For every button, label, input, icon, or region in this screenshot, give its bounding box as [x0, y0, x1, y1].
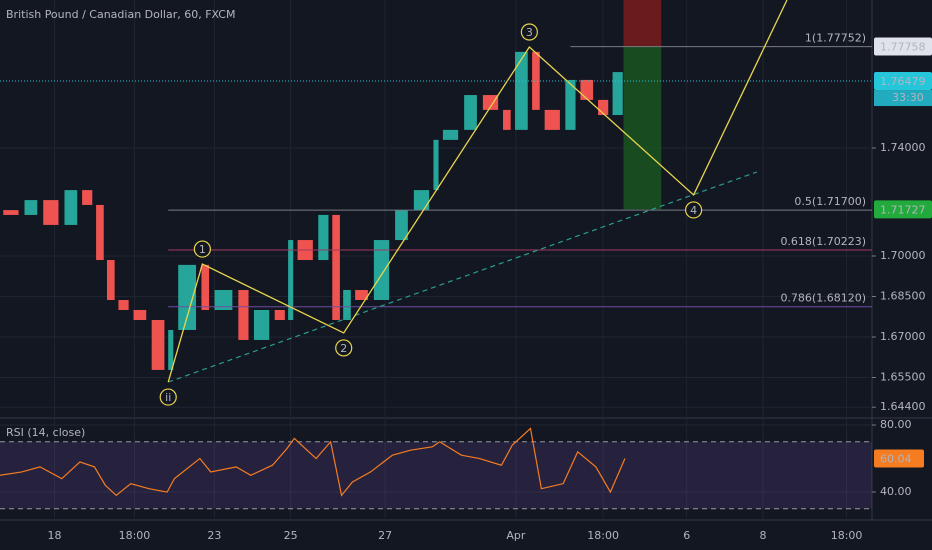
rsi-line — [0, 427, 626, 497]
candle — [544, 109, 560, 130]
y-tick-label: 1.65500 — [880, 370, 926, 383]
price-label: 1.77758 — [880, 40, 926, 53]
fib-label: 0.786(1.68120) — [780, 292, 866, 305]
candle — [355, 290, 368, 300]
candle — [373, 240, 390, 300]
wave-label: 2 — [340, 342, 347, 355]
x-tick-label: 6 — [683, 529, 690, 542]
x-tick-label: 18:00 — [831, 529, 863, 542]
last-value-label: 60.04 — [880, 452, 912, 465]
candle — [151, 319, 165, 370]
candle — [288, 240, 294, 320]
x-tick-label: 25 — [284, 529, 298, 542]
wave-marker — [159, 388, 177, 406]
candle — [503, 109, 511, 130]
y-tick-label: 1.70000 — [880, 249, 926, 262]
candle — [433, 139, 439, 191]
y-tick-label: 40.00 — [880, 485, 912, 498]
candle — [96, 204, 104, 261]
candle — [178, 264, 197, 330]
candle — [238, 290, 249, 340]
candle — [82, 190, 93, 205]
fib-label: 0.618(1.70223) — [780, 235, 866, 248]
candle — [318, 214, 329, 261]
last-value-bg — [874, 449, 924, 468]
x-tick-label: 18:00 — [119, 529, 151, 542]
candle — [442, 129, 459, 140]
countdown-bg — [874, 90, 932, 107]
candle — [168, 329, 174, 370]
wave-marker — [335, 339, 353, 357]
candle — [343, 290, 351, 320]
y-tick-label: 80.00 — [880, 418, 912, 431]
x-tick-label: 18 — [48, 529, 62, 542]
candle — [395, 210, 408, 241]
y-tick-label: 1.74000 — [880, 141, 926, 154]
y-tick-label: 1.68500 — [880, 289, 926, 302]
x-tick-label: 27 — [378, 529, 392, 542]
price-label-bg — [874, 72, 932, 91]
candle — [515, 51, 528, 130]
candle — [598, 99, 609, 116]
price-label: 1.76479 — [880, 75, 926, 88]
wave-label: 3 — [526, 26, 533, 39]
wave-marker — [193, 240, 211, 258]
candle — [332, 214, 340, 320]
y-tick-label: 1.64400 — [880, 400, 926, 413]
candle — [482, 95, 499, 110]
fib-label: 1(1.77752) — [805, 32, 866, 45]
chart-title: British Pound / Canadian Dollar, 60, FXC… — [6, 8, 235, 21]
candle — [118, 299, 129, 310]
candle — [133, 309, 147, 320]
candle — [274, 309, 285, 320]
wave-marker — [685, 201, 703, 219]
wave-marker — [520, 23, 538, 41]
candle — [413, 190, 430, 211]
indicator-title: RSI (14, close) — [6, 426, 85, 439]
position-profit — [623, 46, 662, 210]
candle — [201, 264, 210, 310]
candle — [565, 79, 576, 130]
candle — [612, 72, 623, 116]
fib-label: 0.5(1.71700) — [794, 195, 866, 208]
position-loss — [623, 0, 662, 47]
price-label-bg — [874, 37, 932, 56]
candle — [214, 290, 233, 310]
x-tick-label: 23 — [207, 529, 221, 542]
countdown: 33:30 — [892, 91, 924, 104]
x-tick-label: Apr — [506, 529, 526, 542]
candle — [24, 200, 38, 215]
y-tick-label: 1.67000 — [880, 330, 926, 343]
candle — [532, 51, 540, 110]
candle — [43, 200, 59, 225]
candle — [580, 79, 594, 100]
x-tick-label: 18:00 — [587, 529, 619, 542]
candle — [253, 309, 270, 340]
x-tick-label: 8 — [760, 529, 767, 542]
wave-label: 1 — [199, 243, 206, 256]
candle — [464, 95, 477, 130]
candle — [107, 260, 115, 300]
wave-line — [167, 0, 788, 383]
candle — [3, 210, 19, 215]
price-label: 1.71727 — [880, 203, 926, 216]
wave-label: 4 — [690, 204, 697, 217]
price-label-bg — [874, 200, 932, 219]
wave-label: ii — [165, 391, 171, 404]
rsi-band — [0, 441, 872, 509]
candle — [64, 190, 78, 225]
